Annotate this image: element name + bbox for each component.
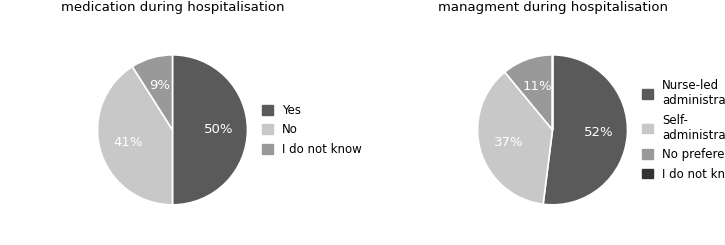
Text: 11%: 11% bbox=[522, 80, 552, 93]
Text: 50%: 50% bbox=[204, 123, 233, 136]
Legend: Nurse-led
administration, Self-
administration, No preference, I do not know: Nurse-led administration, Self- administ… bbox=[642, 79, 725, 181]
Text: 41%: 41% bbox=[114, 136, 144, 149]
Title: Patients' preferences of medication
managment during hospitalisation: Patients' preferences of medication mana… bbox=[434, 0, 671, 14]
Wedge shape bbox=[173, 55, 247, 205]
Text: 37%: 37% bbox=[494, 136, 523, 149]
Wedge shape bbox=[478, 72, 552, 204]
Legend: Yes, No, I do not know: Yes, No, I do not know bbox=[262, 104, 362, 156]
Text: 9%: 9% bbox=[149, 79, 170, 92]
Wedge shape bbox=[543, 55, 627, 205]
Title: Patients' willingness to self-administer
medication during hospitalisation: Patients' willingness to self-administer… bbox=[45, 0, 300, 14]
Wedge shape bbox=[132, 55, 173, 130]
Text: 52%: 52% bbox=[584, 126, 613, 139]
Wedge shape bbox=[98, 67, 173, 205]
Wedge shape bbox=[505, 55, 552, 130]
